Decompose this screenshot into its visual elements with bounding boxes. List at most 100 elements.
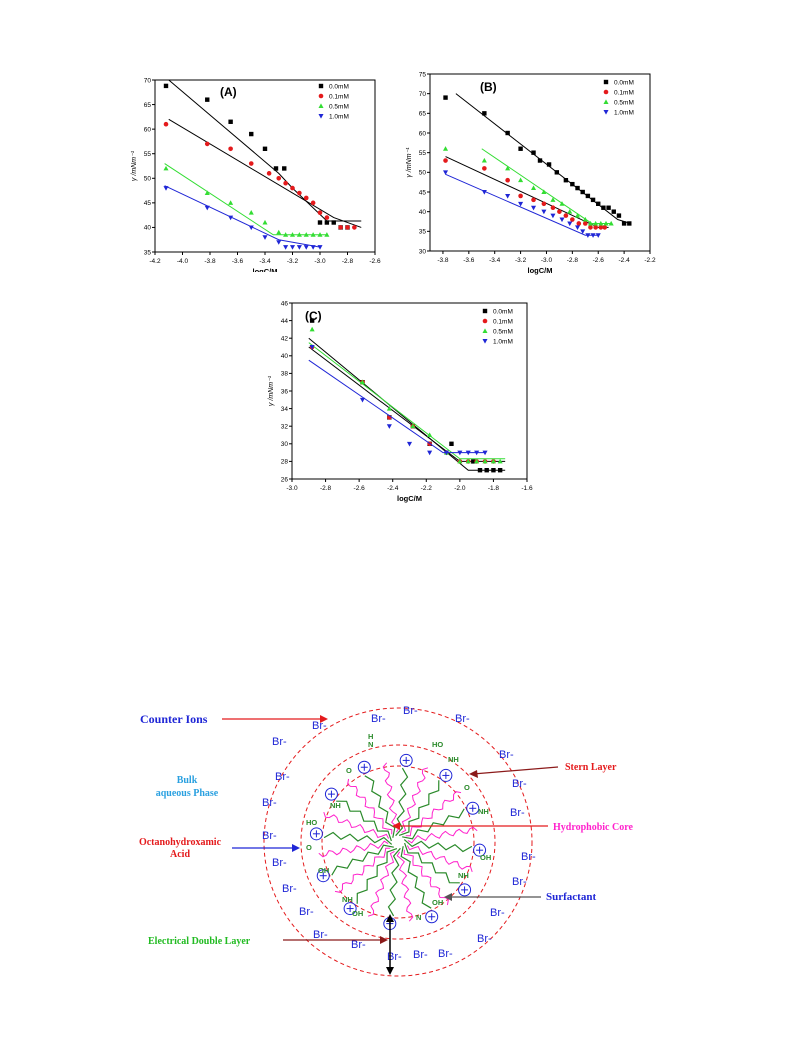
x-tick-label: -3.4 — [489, 257, 501, 264]
y-tick-label: 45 — [144, 200, 152, 207]
series-1.0mM — [442, 170, 601, 238]
legend-marker — [482, 339, 488, 344]
data-point — [546, 162, 552, 167]
data-point — [273, 166, 279, 171]
legend-label: 0.1mM — [493, 319, 513, 326]
surfactant-tail — [398, 780, 440, 836]
data-point — [228, 200, 234, 205]
bromide-ion: Br- — [521, 851, 536, 863]
legend-marker — [318, 83, 324, 89]
data-point — [608, 220, 614, 226]
hydrophobic-tail — [382, 762, 400, 833]
data-point — [570, 181, 575, 187]
hydrophobic-tail — [347, 778, 393, 835]
surfactant-head — [466, 801, 480, 815]
data-point — [602, 225, 608, 230]
y-tick-label: 50 — [419, 170, 427, 177]
y-tick-label: 50 — [144, 176, 152, 183]
surfactant-arrowhead — [444, 893, 452, 901]
series-0.1mM — [443, 156, 609, 230]
plot-frame — [429, 73, 651, 252]
data-point — [505, 177, 510, 183]
hydrophobic-tail — [405, 791, 462, 837]
data-point — [484, 468, 489, 473]
data-point — [575, 185, 580, 191]
hydrophobic-tail — [396, 851, 414, 922]
y-tick-label: 30 — [419, 248, 427, 255]
data-point — [580, 189, 585, 195]
data-point — [262, 146, 268, 151]
data-point — [559, 217, 565, 223]
x-tick-label: -1.6 — [521, 485, 533, 492]
surfactant-head — [324, 787, 338, 801]
bromide-ion: Br- — [272, 857, 287, 869]
hydrophobic-tail — [323, 811, 390, 839]
y-tick-label: 26 — [281, 476, 289, 483]
y-axis-label: γ /mNm⁻¹ — [268, 375, 275, 406]
chemical-group-label: NH — [458, 871, 469, 880]
chart-panel-c: -3.0 -2.8 -2.6 -2.4 -2.2 -2.0 -1.8 -1.6 26 28 30 32… — [268, 300, 533, 503]
y-tick-label: 55 — [144, 151, 152, 158]
legend-label: 0.5mM — [614, 100, 634, 107]
legend-marker — [603, 79, 609, 85]
bromide-ion: Br- — [413, 949, 428, 961]
octano-label-line1: Octanohydroxamic — [139, 837, 222, 848]
legend-label: 0.5mM — [329, 104, 349, 111]
data-point — [490, 458, 496, 464]
data-point — [410, 423, 416, 429]
data-point — [585, 233, 591, 238]
fit-line — [445, 173, 599, 236]
data-point — [266, 171, 272, 176]
data-point — [309, 345, 315, 350]
surfactant-head — [316, 869, 330, 883]
data-point — [482, 111, 487, 116]
data-point — [324, 220, 330, 225]
y-tick-label: 38 — [281, 371, 289, 378]
bromide-ion: Br- — [403, 705, 418, 717]
legend-marker — [603, 110, 609, 115]
surfactant-tail — [404, 842, 460, 884]
data-point — [611, 209, 616, 214]
data-point — [204, 190, 210, 196]
data-point — [248, 161, 254, 166]
data-point — [531, 150, 536, 155]
legend-marker — [318, 114, 324, 119]
data-point — [563, 178, 569, 183]
octano-arrowhead — [292, 844, 300, 852]
y-tick-label: 70 — [144, 77, 152, 84]
legend-label: 0.0mM — [614, 80, 634, 87]
surfactant-label: Surfactant — [546, 891, 596, 903]
data-point — [590, 197, 596, 203]
data-point — [262, 235, 268, 240]
data-point — [474, 450, 480, 456]
edl-label: Electrical Double Layer — [148, 936, 251, 947]
data-point — [331, 220, 336, 225]
legend-marker — [482, 328, 488, 333]
octano-label-line2: Acid — [170, 849, 190, 860]
bromide-ion: Br- — [282, 883, 297, 895]
surfactant-tail — [403, 839, 473, 853]
data-point — [228, 215, 234, 221]
data-point — [574, 212, 581, 218]
x-tick-label: -3.8 — [437, 257, 449, 264]
data-point — [570, 217, 575, 222]
data-point — [317, 232, 323, 237]
fit-line — [308, 337, 506, 471]
x-tick-label: -2.8 — [320, 485, 332, 492]
hydrophobic-tail — [407, 826, 478, 844]
surfactant-head — [458, 883, 472, 897]
x-tick-label: -2.8 — [342, 258, 354, 265]
data-point — [537, 158, 543, 163]
data-point — [163, 186, 169, 191]
y-tick-label: 30 — [281, 441, 289, 448]
data-point — [621, 221, 627, 226]
data-point — [442, 170, 449, 175]
y-tick-label: 40 — [144, 225, 152, 232]
data-point — [289, 245, 296, 250]
data-point — [530, 205, 537, 211]
double-layer-arrowhead-bottom — [386, 967, 394, 975]
surfactant-head — [425, 910, 439, 924]
data-point — [518, 146, 523, 151]
fit-line — [168, 118, 362, 228]
